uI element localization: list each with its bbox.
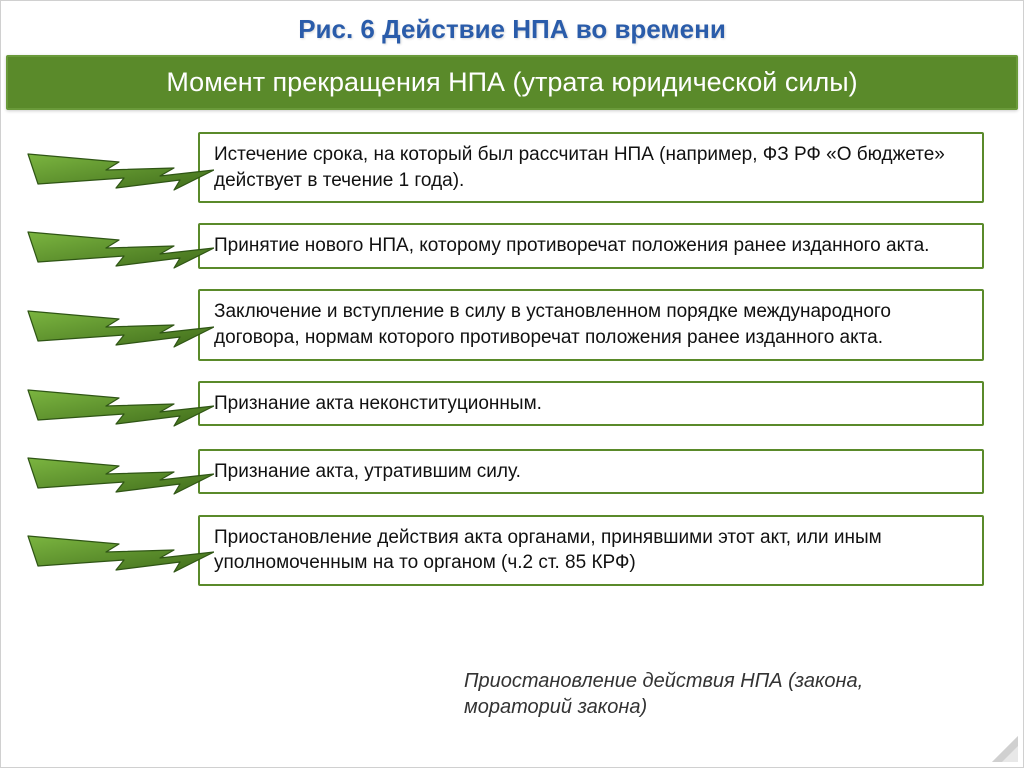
footer-note: Приостановление действия НПА (закона, мо… bbox=[464, 668, 964, 720]
lightning-arrow-icon bbox=[24, 525, 204, 575]
list-item: Приостановление действия акта органами, … bbox=[24, 515, 984, 586]
page-curl-icon bbox=[992, 736, 1018, 762]
item-box: Приостановление действия акта органами, … bbox=[198, 515, 984, 586]
item-box: Заключение и вступление в силу в установ… bbox=[198, 289, 984, 360]
list-item: Истечение срока, на который был рассчита… bbox=[24, 132, 984, 203]
item-box: Признание акта неконституционным. bbox=[198, 381, 984, 427]
lightning-arrow-icon bbox=[24, 143, 204, 193]
item-list: Истечение срока, на который был рассчита… bbox=[0, 132, 1024, 586]
item-box: Принятие нового НПА, которому противореч… bbox=[198, 223, 984, 269]
lightning-arrow-icon bbox=[24, 447, 204, 497]
item-box: Истечение срока, на который был рассчита… bbox=[198, 132, 984, 203]
lightning-arrow-icon bbox=[24, 300, 204, 350]
item-box: Признание акта, утратившим силу. bbox=[198, 449, 984, 495]
lightning-arrow-icon bbox=[24, 379, 204, 429]
list-item: Признание акта неконституционным. bbox=[24, 379, 984, 429]
lightning-arrow-icon bbox=[24, 221, 204, 271]
list-item: Заключение и вступление в силу в установ… bbox=[24, 289, 984, 360]
list-item: Признание акта, утратившим силу. bbox=[24, 447, 984, 497]
list-item: Принятие нового НПА, которому противореч… bbox=[24, 221, 984, 271]
